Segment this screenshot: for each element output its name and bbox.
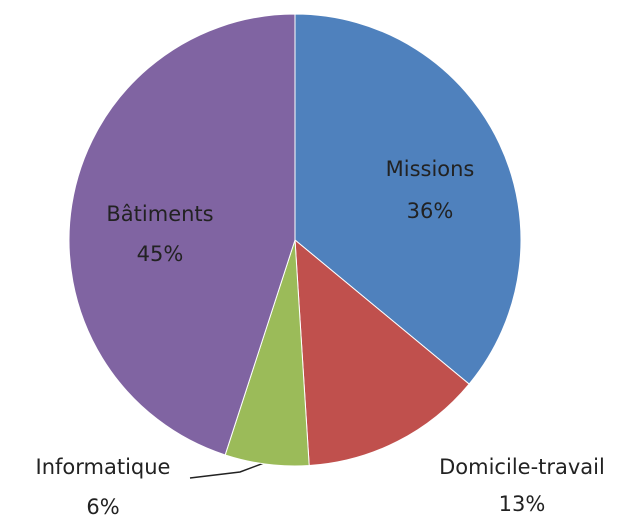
slice-label: Bâtiments xyxy=(106,202,213,226)
slice-value: 13% xyxy=(499,492,546,516)
slice-label: Missions xyxy=(386,157,475,181)
pie-slice xyxy=(294,238,470,467)
slice-label: Informatique xyxy=(36,455,171,479)
pie-slice xyxy=(294,13,522,385)
slice-value: 6% xyxy=(86,495,119,519)
slice-label: Domicile-travail xyxy=(439,455,605,479)
pie-slice xyxy=(68,13,296,456)
slice-value: 45% xyxy=(137,242,184,266)
slice-value: 36% xyxy=(407,199,454,223)
